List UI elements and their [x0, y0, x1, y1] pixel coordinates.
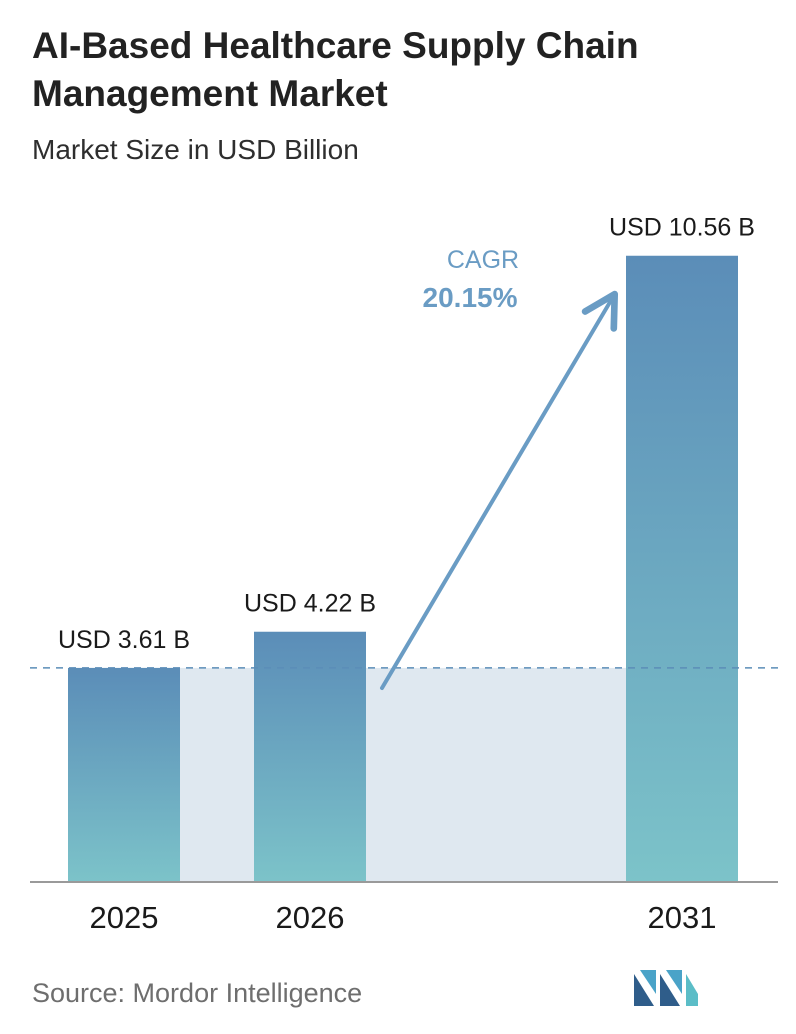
chart-title: AI-Based Healthcare Supply Chain Managem… [32, 25, 639, 114]
x-tick-label-2026: 2026 [276, 900, 345, 935]
x-tick-label-2031: 2031 [648, 900, 717, 935]
data-label-2031: USD 10.56 B [609, 214, 755, 242]
bar-2026 [254, 631, 366, 882]
cagr-label: CAGR [447, 246, 519, 274]
bar-2031 [626, 255, 738, 882]
x-tick-label-2025: 2025 [90, 900, 159, 935]
cagr-value: 20.15% [423, 282, 518, 313]
source-note: Source: Mordor Intelligence [32, 978, 363, 1008]
data-label-2026: USD 4.22 B [244, 590, 376, 618]
data-label-2025: USD 3.61 B [58, 626, 190, 654]
bar-2025 [68, 667, 180, 882]
chart-subtitle: Market Size in USD Billion [32, 134, 359, 165]
reference-band [124, 667, 682, 882]
mordor-intelligence-logo-icon [634, 970, 698, 1006]
cagr-arrow [380, 290, 619, 690]
